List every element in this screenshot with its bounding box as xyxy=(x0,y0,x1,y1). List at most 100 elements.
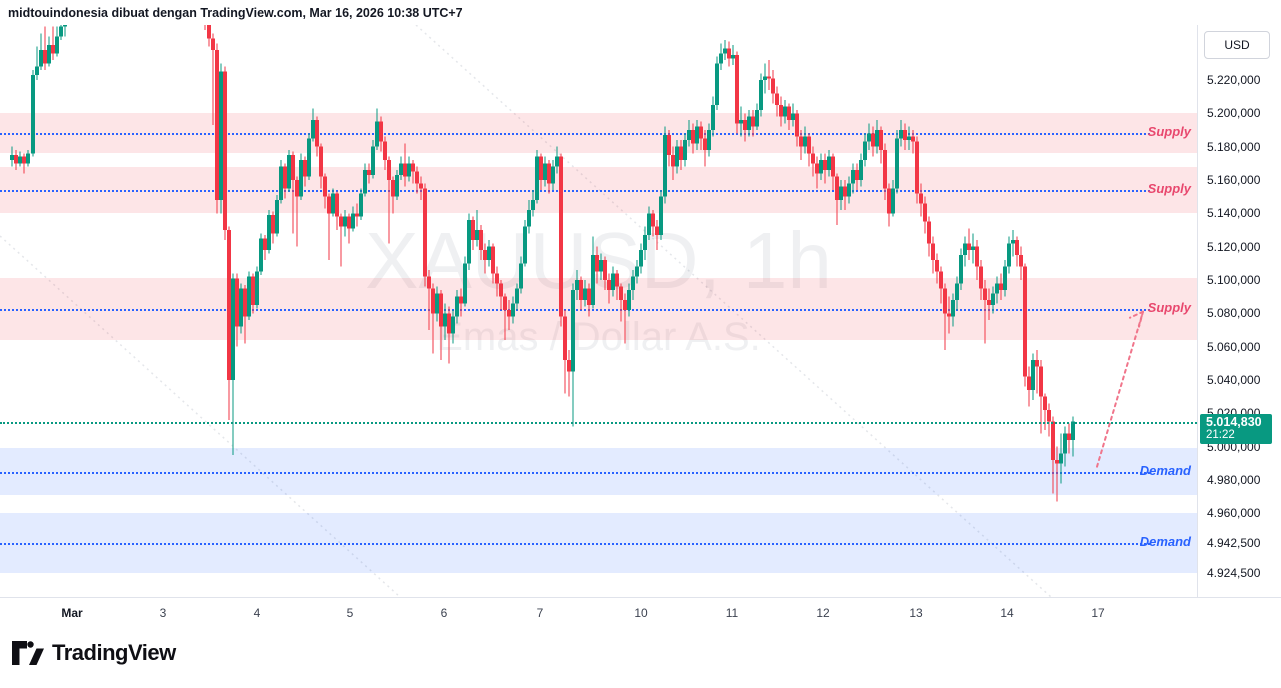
up-candle xyxy=(535,156,539,200)
down-candle xyxy=(1051,421,1055,460)
down-candle xyxy=(319,146,323,177)
up-candle xyxy=(663,135,667,197)
down-candle xyxy=(999,283,1003,290)
down-candle xyxy=(983,288,987,300)
time-tick: 14 xyxy=(1000,606,1014,620)
tradingview-logo-icon xyxy=(12,641,44,665)
up-candle xyxy=(803,136,807,147)
up-candle xyxy=(399,163,403,175)
up-candle xyxy=(351,213,355,229)
currency-button[interactable]: USD xyxy=(1204,31,1270,59)
up-candle xyxy=(551,166,555,184)
up-candle xyxy=(463,263,467,304)
tradingview-logo[interactable]: TradingView xyxy=(12,640,176,666)
demand-zone-midline xyxy=(0,471,1150,474)
down-candle xyxy=(871,133,875,147)
price-tick: 5.080,000 xyxy=(1207,306,1261,321)
price-tick: 4.960,000 xyxy=(1207,506,1261,521)
down-candle xyxy=(795,113,799,137)
up-candle xyxy=(599,260,603,272)
down-candle xyxy=(14,155,18,164)
down-candle xyxy=(651,213,655,227)
down-candle xyxy=(423,188,427,277)
down-candle xyxy=(903,130,907,140)
down-candle xyxy=(979,266,983,289)
down-candle xyxy=(223,71,227,230)
up-candle xyxy=(867,133,871,142)
up-candle xyxy=(759,80,763,110)
up-candle xyxy=(443,313,447,327)
up-candle xyxy=(331,193,335,214)
down-candle xyxy=(943,288,947,314)
up-candle xyxy=(895,138,899,189)
time-tick: 3 xyxy=(159,606,167,620)
up-candle xyxy=(839,186,843,200)
time-axis[interactable]: Mar 3 4 5 6 7 10 11 12 13 14 17 xyxy=(0,597,1281,629)
down-candle xyxy=(603,260,607,280)
time-tick: 5 xyxy=(346,606,354,620)
up-candle xyxy=(955,283,959,300)
up-candle xyxy=(631,276,635,290)
chart-pane[interactable]: XAUUSD, 1h Emas / Dollar A.S. Supply Supp… xyxy=(0,25,1197,597)
up-candle xyxy=(851,170,855,184)
demand-zone-label: Demand xyxy=(1139,462,1191,478)
up-candle xyxy=(695,126,699,144)
tradingview-brand-text: TradingView xyxy=(52,640,176,665)
down-candle xyxy=(887,188,891,214)
time-tick: 13 xyxy=(909,606,923,620)
down-candle xyxy=(1023,266,1027,377)
up-candle xyxy=(363,170,367,194)
badge-price: 5.014,830 xyxy=(1206,414,1262,429)
up-candle xyxy=(755,110,759,127)
down-candle xyxy=(939,271,943,289)
demand-zone-label: Demand xyxy=(1139,533,1191,549)
down-candle xyxy=(559,156,563,317)
down-candle xyxy=(483,250,487,260)
up-candle xyxy=(739,120,743,124)
down-candle xyxy=(1019,255,1023,267)
down-candle xyxy=(623,300,627,310)
down-candle xyxy=(567,360,571,372)
down-candle xyxy=(495,273,499,284)
up-candle xyxy=(791,113,795,120)
down-candle xyxy=(499,283,503,297)
up-candle xyxy=(451,316,455,334)
down-candle xyxy=(355,213,359,217)
up-candle xyxy=(519,263,523,289)
up-candle xyxy=(687,130,691,140)
down-candle xyxy=(327,196,331,214)
time-tick: 17 xyxy=(1091,606,1105,620)
up-candle xyxy=(371,146,375,175)
up-candle xyxy=(1063,433,1067,454)
down-candle xyxy=(419,183,423,189)
up-candle xyxy=(255,271,259,305)
up-candle xyxy=(827,156,831,170)
down-candle xyxy=(691,130,695,144)
up-candle xyxy=(231,278,235,380)
down-candle xyxy=(243,288,247,317)
up-candle xyxy=(511,303,515,317)
down-candle xyxy=(771,78,775,94)
up-candle xyxy=(55,36,59,54)
down-candle xyxy=(831,156,835,177)
up-candle xyxy=(343,216,347,227)
up-candle xyxy=(659,196,663,235)
down-candle xyxy=(619,286,623,300)
up-candle xyxy=(675,146,679,167)
up-candle xyxy=(707,130,711,150)
down-candle xyxy=(271,215,275,234)
up-candle xyxy=(907,136,911,140)
down-candle xyxy=(1043,396,1047,410)
down-candle xyxy=(411,163,415,172)
up-candle xyxy=(859,160,863,180)
down-candle xyxy=(855,170,859,180)
price-axis[interactable]: USD 5.220,000 5.200,000 5.180,000 5.160,000… xyxy=(1197,25,1281,597)
down-candle xyxy=(215,50,219,200)
chart-row: XAUUSD, 1h Emas / Dollar A.S. Supply Supp… xyxy=(0,25,1281,597)
supply-zone-band[interactable] xyxy=(0,166,1197,214)
down-candle xyxy=(815,163,819,174)
up-candle xyxy=(991,293,995,305)
down-candle xyxy=(43,50,47,64)
down-candle xyxy=(879,130,883,150)
up-candle xyxy=(299,160,303,197)
